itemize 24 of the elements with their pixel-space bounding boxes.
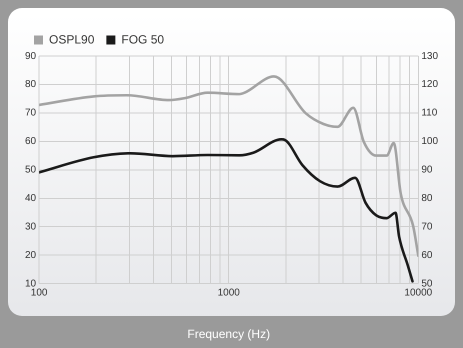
y-tick-label: 20 [25,250,37,261]
y2-tick-label: 110 [421,108,438,119]
legend-label: FOG 50 [121,32,164,46]
y2-tick-label: 70 [421,221,433,232]
y-tick-label: 70 [25,108,37,119]
y2-tick-label: 100 [421,136,438,148]
y-tick-label: 90 [25,50,37,62]
y2-tick-label: 50 [421,278,433,290]
y-tick-label: 60 [25,136,37,148]
y-tick-label: 10 [25,278,37,290]
y-tick-label: 30 [25,221,37,232]
legend-label: OSPL90 [49,32,95,46]
x-tick-label: 100 [30,287,48,298]
x-tick-label: 1000 [218,287,240,298]
y-tick-label: 50 [25,164,37,176]
y2-tick-label: 120 [421,79,438,90]
y2-tick-label: 90 [421,164,433,176]
x-tick-label: 10000 [404,287,433,298]
y-tick-label: 40 [25,193,37,204]
y2-tick-label: 80 [421,193,433,204]
y2-tick-label: 130 [421,50,438,62]
y2-tick-label: 60 [421,250,433,261]
y-tick-label: 80 [25,79,37,90]
x-axis-title: Frequency (Hz) [187,327,270,342]
